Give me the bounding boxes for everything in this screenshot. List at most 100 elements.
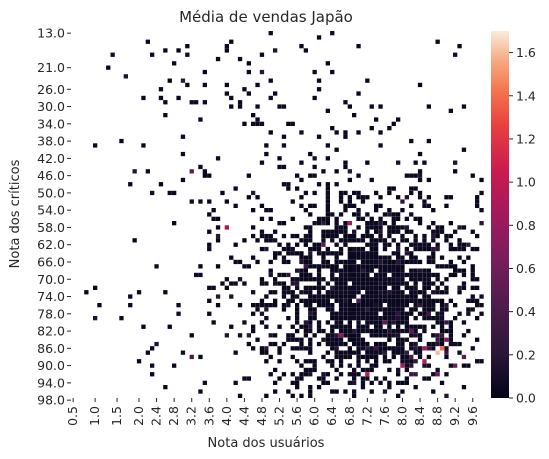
heatmap-cell (321, 337, 326, 342)
heatmap-cell (470, 285, 475, 290)
x-tick-label: 6.8 (342, 406, 357, 426)
heatmap-cell (334, 389, 339, 394)
heatmap-cell-highlight (453, 363, 458, 368)
heatmap-cell (308, 346, 313, 351)
heatmap-cell (338, 294, 344, 299)
heatmap-cell (422, 324, 427, 329)
heatmap-cell (303, 238, 308, 243)
heatmap-cell (378, 333, 383, 338)
heatmap-cell (396, 298, 401, 303)
heatmap-cell (321, 328, 326, 334)
heatmap-cell-highlight (347, 221, 352, 226)
y-tick-label: 21.0 (37, 60, 65, 75)
heatmap-cell (303, 242, 308, 247)
heatmap-cell (417, 190, 423, 196)
heatmap-cell (426, 294, 431, 299)
heatmap-cell (378, 281, 383, 286)
heatmap-cell (277, 281, 282, 286)
heatmap-cell (360, 233, 366, 239)
heatmap-cell (400, 380, 405, 385)
heatmap-cell (461, 225, 467, 230)
heatmap-cell (457, 290, 462, 295)
heatmap-cell (338, 354, 344, 360)
x-tick-label: 8.0 (394, 406, 409, 426)
heatmap-cell (334, 182, 339, 187)
heatmap-cell (338, 307, 344, 312)
heatmap-cell (365, 229, 370, 234)
heatmap-cell (461, 268, 467, 273)
heatmap-cell (422, 328, 427, 334)
heatmap-cell (321, 376, 326, 381)
heatmap-cell (374, 221, 379, 226)
heatmap-cell (330, 268, 335, 273)
heatmap-cell (378, 350, 383, 355)
heatmap-cell (325, 350, 330, 355)
heatmap-cell (352, 393, 357, 398)
heatmap-cell (369, 307, 374, 312)
heatmap-cell (132, 169, 137, 174)
heatmap-cell (268, 216, 273, 221)
heatmap-cell (396, 225, 401, 230)
heatmap-cell (457, 44, 462, 49)
heatmap-cell (330, 294, 335, 299)
heatmap-cell (435, 264, 440, 269)
heatmap-cell (273, 298, 278, 303)
heatmap-cell (343, 277, 348, 282)
heatmap-cell (330, 337, 335, 342)
heatmap-cell (325, 233, 330, 239)
heatmap-cell (198, 389, 203, 394)
heatmap-cell (422, 316, 427, 321)
heatmap-cell (382, 311, 388, 316)
heatmap-cell (479, 311, 484, 316)
heatmap-cell (369, 259, 374, 265)
heatmap-cell (347, 298, 352, 303)
heatmap-cell (382, 376, 388, 381)
heatmap-cell (417, 311, 423, 316)
heatmap-cell (303, 298, 308, 303)
heatmap-cell (93, 143, 98, 148)
heatmap-cell (259, 69, 265, 75)
heatmap-cell (369, 389, 374, 394)
heatmap-cell (374, 272, 379, 278)
heatmap-cell (435, 233, 440, 239)
heatmap-cell (255, 82, 260, 88)
heatmap-cell (413, 341, 418, 347)
heatmap-cell (400, 328, 405, 334)
heatmap-cell (391, 303, 396, 308)
heatmap-cell (391, 307, 396, 312)
heatmap-cell (246, 195, 251, 200)
heatmap-cell (378, 259, 383, 265)
heatmap-cell (417, 277, 423, 282)
heatmap-cell (356, 190, 361, 196)
heatmap-cell (365, 328, 370, 334)
heatmap-cell (387, 320, 392, 325)
heatmap-cell (417, 173, 423, 178)
heatmap-cell (431, 303, 436, 308)
heatmap-cell (338, 328, 344, 334)
heatmap-cell (308, 285, 313, 290)
heatmap-cell (396, 393, 401, 398)
heatmap-cell (356, 290, 361, 295)
heatmap-cell (378, 264, 383, 269)
heatmap-cell (290, 233, 295, 239)
heatmap-cell (290, 298, 295, 303)
heatmap-cell (334, 281, 339, 286)
heatmap-cell (308, 272, 313, 278)
heatmap-cell (308, 277, 313, 282)
heatmap-cell (316, 341, 322, 347)
heatmap-cell (426, 298, 431, 303)
heatmap-cell (352, 316, 357, 321)
heatmap-cell (259, 311, 265, 316)
heatmap-cell (461, 242, 467, 247)
heatmap-cell (470, 264, 475, 269)
heatmap-cell (316, 221, 322, 226)
heatmap-cell (422, 242, 427, 247)
heatmap-cell (360, 354, 366, 360)
heatmap-cell (360, 216, 366, 221)
heatmap-cell (400, 337, 405, 342)
heatmap-cell (378, 233, 383, 239)
heatmap-cell-highlight (400, 363, 405, 368)
heatmap-cell (299, 238, 304, 243)
heatmap-cell (286, 182, 291, 187)
heatmap-cell (391, 216, 396, 221)
